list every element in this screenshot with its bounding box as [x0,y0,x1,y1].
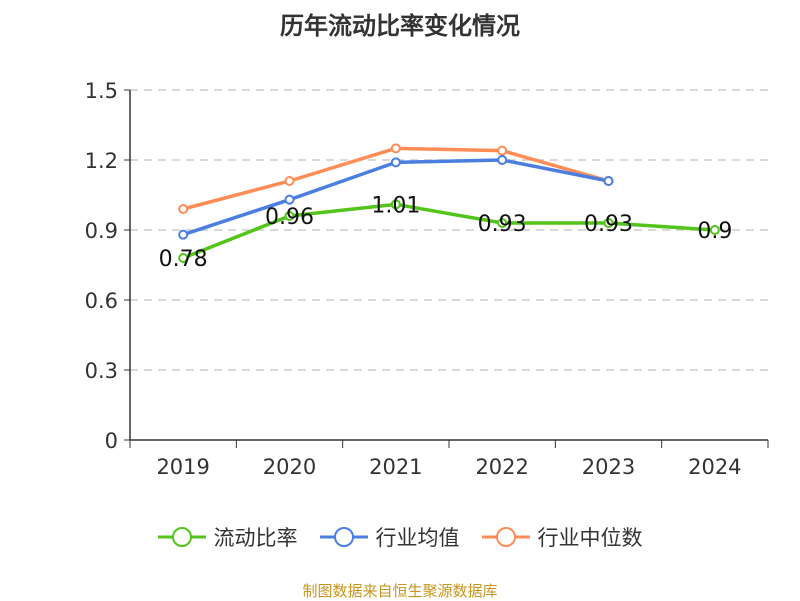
y-tick-label: 0.6 [85,289,118,313]
data-point [284,176,295,186]
data-point [497,145,508,156]
legend-marker-icon [481,527,530,547]
x-tick-label: 2020 [263,455,316,479]
data-label: 1.01 [371,193,420,218]
x-tick-label: 2019 [156,455,209,479]
legend-item[interactable]: 行业均值 [319,522,460,552]
y-tick-label: 0.3 [85,359,118,383]
y-tick-label: 0.9 [85,219,118,243]
data-label: 0.9 [697,219,732,244]
legend-label: 行业均值 [375,526,460,550]
legend: 流动比率 行业均值 行业中位数 [0,522,800,552]
series-line-流动比率 [182,202,715,260]
data-label: 0.78 [159,247,208,272]
data-point [178,253,189,263]
data-point [709,225,720,235]
data-point [178,204,189,214]
x-tick-label: 2022 [475,455,528,479]
data-point [390,143,401,154]
data-point [390,157,401,168]
legend-label: 行业中位数 [537,526,643,550]
data-label: 0.93 [584,212,633,237]
legend-marker-icon [157,527,206,547]
data-point [603,218,614,228]
source-note: 制图数据来自恒生聚源数据库 [302,582,498,600]
data-point [603,176,614,186]
chart-title: 历年流动比率变化情况 [280,12,520,40]
x-tick-label: 2024 [688,455,741,479]
x-tick-label: 2021 [369,455,422,479]
data-point [284,211,295,221]
data-point [497,218,508,228]
data-label: 0.93 [478,212,527,237]
data-label: 0.96 [265,205,314,230]
data-point [284,194,295,205]
data-point [178,229,189,240]
y-tick-label: 1.2 [85,149,118,173]
legend-marker-icon [319,527,368,547]
data-point [497,155,508,165]
x-tick-label: 2023 [582,455,635,479]
legend-label: 流动比率 [213,526,298,550]
legend-item[interactable]: 流动比率 [157,522,298,552]
y-tick-label: 1.5 [85,79,118,103]
legend-item[interactable]: 行业中位数 [481,522,643,552]
y-tick-label: 0 [105,429,118,453]
data-point [390,199,401,210]
